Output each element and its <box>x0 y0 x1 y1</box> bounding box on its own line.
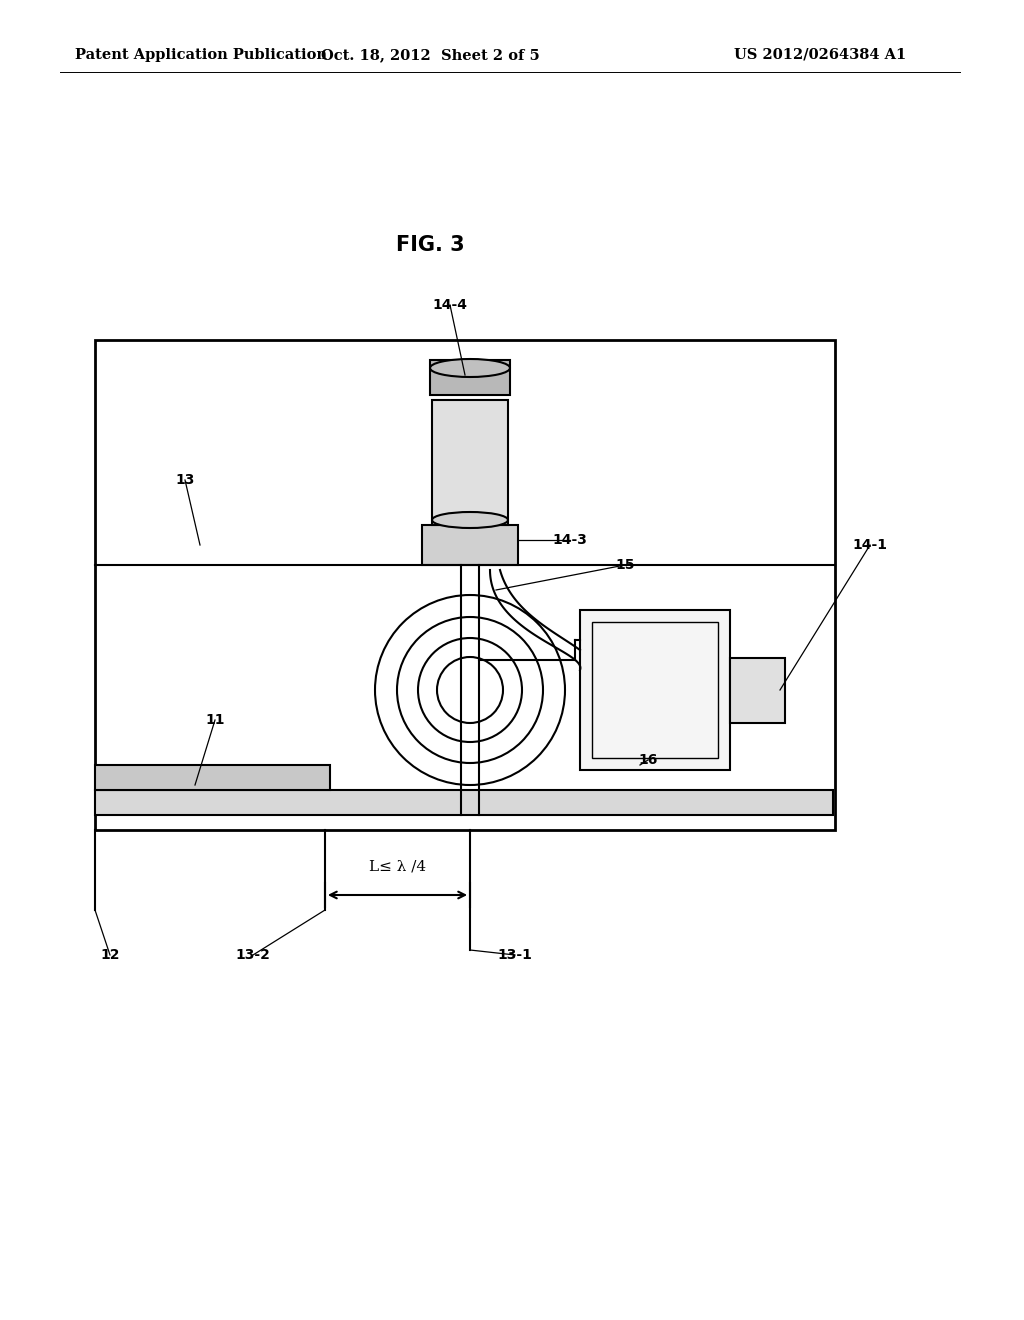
Text: 16: 16 <box>638 752 657 767</box>
Bar <box>95 789 833 814</box>
Bar <box>580 610 730 770</box>
Text: 14-1: 14-1 <box>853 539 888 552</box>
Text: 11: 11 <box>205 713 224 727</box>
Text: US 2012/0264384 A1: US 2012/0264384 A1 <box>734 48 906 62</box>
Bar <box>730 657 785 723</box>
Text: FIG. 3: FIG. 3 <box>395 235 464 255</box>
Bar <box>430 360 510 395</box>
Text: 13: 13 <box>175 473 195 487</box>
Text: 14-4: 14-4 <box>432 298 468 312</box>
Ellipse shape <box>432 512 508 528</box>
Bar <box>432 400 508 525</box>
Text: 15: 15 <box>615 558 635 572</box>
Bar <box>592 622 718 758</box>
Text: 14-3: 14-3 <box>553 533 588 546</box>
Text: L≤ λ /4: L≤ λ /4 <box>369 859 426 873</box>
Bar <box>95 766 330 789</box>
Text: 12: 12 <box>100 948 120 962</box>
Text: 13-2: 13-2 <box>236 948 270 962</box>
Text: 13-1: 13-1 <box>498 948 532 962</box>
Bar <box>95 341 835 830</box>
Text: Patent Application Publication: Patent Application Publication <box>75 48 327 62</box>
Bar <box>422 525 518 565</box>
Ellipse shape <box>430 359 510 378</box>
Text: Oct. 18, 2012  Sheet 2 of 5: Oct. 18, 2012 Sheet 2 of 5 <box>321 48 540 62</box>
